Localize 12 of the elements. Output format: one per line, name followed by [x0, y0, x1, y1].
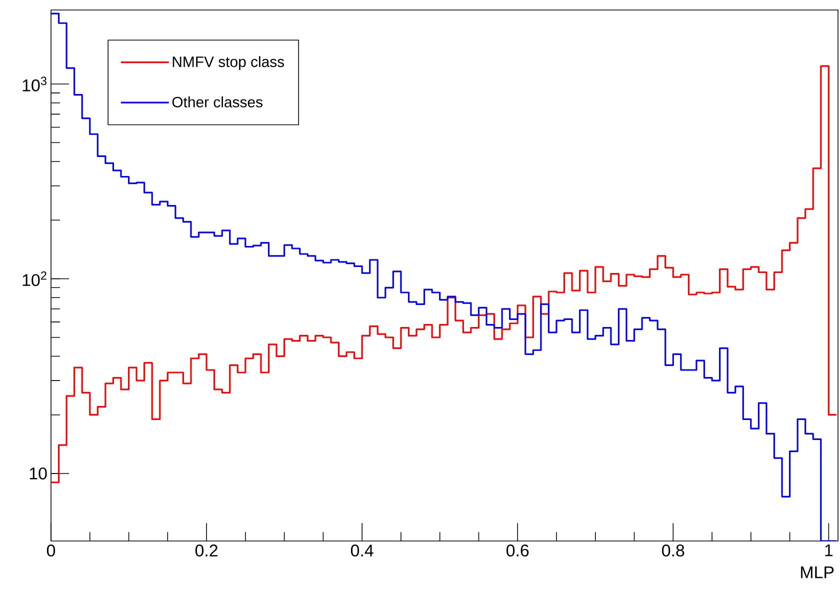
legend-label: Other classes	[172, 96, 262, 108]
x-tick-label: 0.2	[195, 544, 218, 557]
x-tick-label: 0.6	[506, 544, 529, 557]
legend-label: NMFV stop class	[172, 56, 284, 70]
y-tick-label: 10	[30, 467, 47, 480]
x-tick-label: 0.4	[350, 544, 374, 557]
x-tick-label: 0.8	[662, 544, 684, 557]
y-tick-label: 10$^{3}$	[22, 76, 46, 92]
x-tick-label: 0	[46, 544, 56, 557]
x-axis-title: MLP	[801, 566, 834, 578]
x-tick-label: 1	[825, 544, 833, 556]
y-tick-label: 10$^{2}$	[22, 271, 46, 286]
